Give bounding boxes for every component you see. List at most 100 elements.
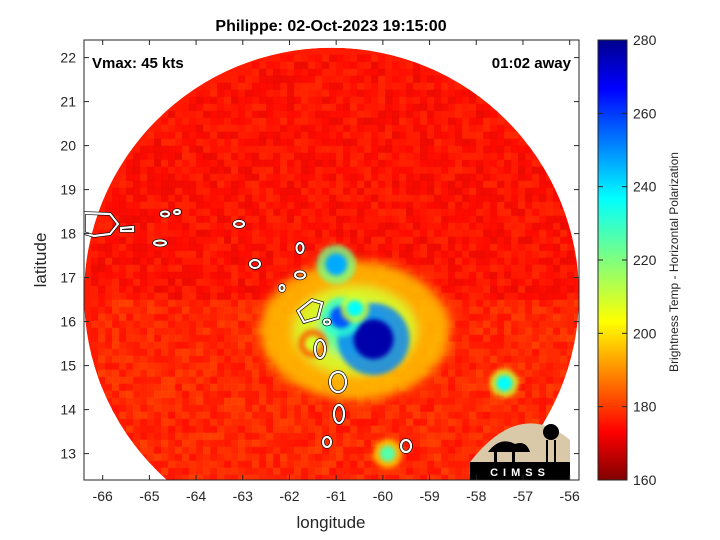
swath-pixel: [525, 397, 533, 406]
swath-pixel: [301, 418, 309, 427]
swath-pixel: [168, 348, 176, 357]
swath-pixel: [364, 503, 372, 511]
swath-pixel: [497, 418, 505, 427]
swath-pixel: [154, 138, 162, 147]
swath-pixel: [196, 348, 204, 357]
swath-pixel: [420, 467, 428, 476]
swath-pixel: [252, 376, 260, 385]
swath-pixel: [378, 82, 386, 91]
swath-pixel: [217, 376, 225, 385]
swath-pixel: [343, 61, 351, 70]
swath-pixel: [434, 173, 442, 182]
swath-pixel: [560, 201, 568, 210]
swath-pixel: [392, 152, 400, 161]
swath-pixel: [364, 68, 372, 77]
swath-pixel: [259, 517, 267, 525]
swath-pixel: [448, 201, 456, 210]
swath-pixel: [245, 145, 253, 154]
swath-pixel: [168, 201, 176, 210]
swath-pixel: [378, 61, 386, 70]
swath-pixel: [329, 446, 337, 455]
swath-pixel: [140, 390, 148, 399]
swath-pixel: [252, 327, 260, 336]
swath-pixel: [231, 145, 239, 154]
swath-pixel: [280, 187, 288, 196]
swath-pixel: [105, 348, 113, 357]
swath-pixel: [245, 306, 253, 315]
swath-pixel: [259, 496, 267, 504]
swath-pixel: [112, 362, 120, 371]
swath-pixel: [455, 348, 463, 357]
swath-pixel: [203, 411, 211, 420]
swath-pixel: [98, 222, 106, 231]
swath-pixel: [448, 215, 456, 224]
swath-pixel: [231, 467, 239, 476]
swath-pixel: [406, 229, 414, 238]
swath-pixel: [350, 460, 358, 469]
swath-pixel: [252, 320, 260, 329]
swath-pixel: [553, 201, 561, 210]
swath-pixel: [196, 327, 204, 336]
swath-pixel: [343, 446, 351, 455]
swath-pixel: [413, 201, 421, 210]
swath-pixel: [343, 474, 351, 480]
swath-pixel: [245, 103, 253, 112]
swath-pixel: [483, 334, 491, 343]
swath-pixel: [245, 152, 253, 161]
swath-pixel: [182, 320, 190, 329]
swath-pixel: [553, 369, 561, 378]
swath-pixel: [231, 362, 239, 371]
swath-pixel: [350, 201, 358, 210]
swath-pixel: [315, 89, 323, 98]
swath-pixel: [189, 439, 197, 448]
swath-pixel: [147, 432, 155, 441]
swath-pixel: [518, 327, 526, 336]
x-tick-label: -60: [373, 488, 393, 504]
swath-pixel: [245, 510, 253, 518]
swath-pixel: [504, 285, 512, 294]
swath-pixel: [147, 376, 155, 385]
swath-pixel: [434, 208, 442, 217]
swath-pixel: [154, 334, 162, 343]
swath-pixel: [406, 222, 414, 231]
swath-pixel: [462, 369, 470, 378]
swath-pixel: [301, 390, 309, 399]
swath-pixel: [455, 362, 463, 371]
swath-pixel: [434, 453, 442, 462]
swath-pixel: [238, 418, 246, 427]
swath-pixel: [490, 411, 498, 420]
swath-pixel: [455, 439, 463, 448]
swath-pixel: [175, 299, 183, 308]
swath-pixel: [147, 145, 155, 154]
swath-pixel: [210, 474, 218, 480]
swath-pixel: [315, 482, 323, 490]
swath-pixel: [294, 117, 302, 126]
swath-pixel: [217, 257, 225, 266]
swath-pixel: [511, 299, 519, 308]
swath-pixel: [238, 271, 246, 280]
swath-pixel: [427, 103, 435, 112]
swath-pixel: [182, 187, 190, 196]
swath-pixel: [154, 201, 162, 210]
swath-pixel: [371, 257, 379, 266]
swath-pixel: [154, 404, 162, 413]
swath-pixel: [455, 467, 463, 476]
swath-pixel: [455, 460, 463, 469]
swath-pixel: [154, 460, 162, 469]
swath-pixel: [357, 68, 365, 77]
swath-pixel: [224, 103, 232, 112]
swath-pixel: [224, 320, 232, 329]
swath-pixel: [357, 110, 365, 119]
swath-pixel: [133, 369, 141, 378]
swath-pixel: [525, 418, 533, 427]
swath-pixel: [539, 257, 547, 266]
swath-pixel: [217, 299, 225, 308]
swath-pixel: [434, 124, 442, 133]
swath-pixel: [329, 418, 337, 427]
swath-pixel: [469, 229, 477, 238]
swath-pixel: [308, 131, 316, 140]
swath-pixel: [406, 173, 414, 182]
swath-pixel: [434, 215, 442, 224]
swath-pixel: [266, 103, 274, 112]
swath-pixel: [147, 341, 155, 350]
